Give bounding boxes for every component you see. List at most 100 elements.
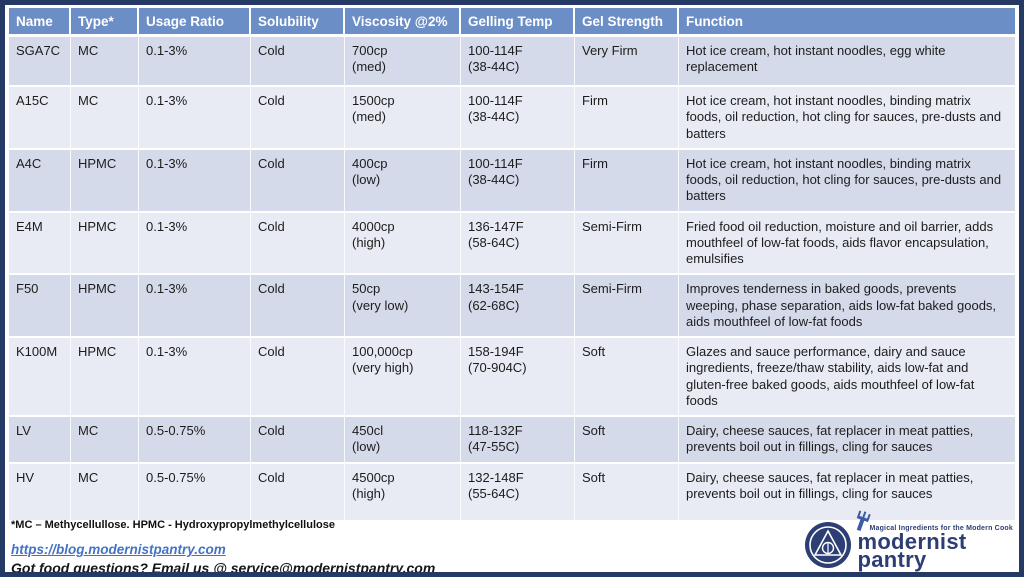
logo-name-line1: modernist [857,529,967,554]
cell-name: A15C [9,87,71,150]
cell-name: SGA7C [9,37,71,87]
column-header-gelling-temp: Gelling Temp [461,8,575,37]
cell-function: Fried food oil reduction, moisture and o… [679,212,1015,276]
modernist-pantry-logo: Magical Ingredients for the Modern Cook … [804,510,1013,572]
cell-name: K100M [9,338,71,417]
logo-emblem-icon [805,522,852,568]
cell-type: MC [71,87,139,150]
cell-usage-ratio: 0.1-3% [139,87,251,150]
cell-solubility: Cold [251,338,345,417]
cell-gel-strength: Firm [575,87,679,150]
gelling-temp-c: (47-55C) [468,439,520,455]
cell-usage-ratio: 0.1-3% [139,338,251,417]
cell-viscosity: 700cp (med) [345,37,461,87]
cell-viscosity: 4500cp (high) [345,463,461,520]
cell-gelling-temp: 100-114F (38-44C) [461,149,575,213]
fork-icon [857,510,872,532]
table-header-row: Name Type* Usage Ratio Solubility Viscos… [9,8,1015,37]
gelling-temp-f: 100-114F [468,43,523,58]
cell-gelling-temp: 100-114F (38-44C) [461,37,575,87]
table-row: A4C HPMC 0.1-3% Cold 400cp (low) 100-114F… [9,149,1015,213]
cell-usage-ratio: 0.1-3% [139,37,251,87]
viscosity-level: (med) [352,109,386,125]
gelling-temp-c: (38-44C) [468,172,520,187]
column-header-usage-ratio: Usage Ratio [139,8,251,37]
cell-type: HPMC [71,149,139,213]
viscosity-value: 50cp [352,281,381,297]
cell-name: HV [9,463,71,520]
gelling-temp-f: 100-114F [468,155,523,171]
cell-solubility: Cold [251,149,345,213]
cell-name: LV [9,417,71,464]
cell-viscosity: 50cp (very low) [345,275,461,338]
viscosity-level: (low) [352,439,381,455]
viscosity-value: 4000cp [352,218,395,234]
cell-gelling-temp: 118-132F (47-55C) [461,417,575,464]
cell-viscosity: 4000cp (high) [345,212,461,276]
column-header-solubility: Solubility [251,8,345,37]
cell-gelling-temp: 132-148F (55-64C) [461,463,575,520]
column-header-viscosity: Viscosity @2% [345,8,461,37]
viscosity-level: (very low) [352,297,409,313]
table-row: HV MC 0.5-0.75% Cold 4500cp (high) 132-14… [9,463,1015,520]
table-row: F50 HPMC 0.1-3% Cold 50cp (very low) 143-… [9,275,1015,338]
gelling-temp-f: 136-147F [468,218,524,234]
gelling-temp-c: (38-44C) [468,59,520,75]
type-footnote: *MC – Methycellullose. HPMC - Hydroxypro… [11,519,335,531]
cell-gel-strength: Firm [575,149,679,213]
column-header-function: Function [679,8,1015,37]
viscosity-value: 4500cp [352,469,395,485]
cell-function: Improves tenderness in baked goods, prev… [679,275,1015,338]
cell-function: Glazes and sauce performance, dairy and … [679,338,1015,417]
cell-type: HPMC [71,275,139,338]
cell-viscosity: 1500cp (med) [345,87,461,150]
cell-name: A4C [9,149,71,213]
cell-name: E4M [9,212,71,276]
logo-tagline: Magical Ingredients for the Modern Cook [869,525,1013,532]
cell-type: MC [71,463,139,520]
cell-gelling-temp: 143-154F (62-68C) [461,275,575,338]
blog-link[interactable]: https://blog.modernistpantry.com [11,542,226,557]
cell-solubility: Cold [251,417,345,464]
table-row: SGA7C MC 0.1-3% Cold 700cp (med) 100-114F… [9,37,1015,87]
cell-function: Hot ice cream, hot instant noodles, egg … [679,37,1015,87]
cell-solubility: Cold [251,87,345,150]
cell-gel-strength: Semi-Firm [575,212,679,276]
logo-name-line2: pantry [857,547,927,572]
cell-gelling-temp: 158-194F (70-904C) [461,338,575,417]
cell-gelling-temp: 100-114F (38-44C) [461,87,575,150]
cell-type: MC [71,37,139,87]
cell-usage-ratio: 0.5-0.75% [139,463,251,520]
cell-function: Hot ice cream, hot instant noodles, bind… [679,87,1015,150]
viscosity-level: (high) [352,485,386,501]
viscosity-level: (high) [352,234,386,250]
viscosity-value: 700cp [352,43,388,58]
cell-function: Dairy, cheese sauces, fat replacer in me… [679,417,1015,464]
cell-function: Hot ice cream, hot instant noodles, bind… [679,149,1015,213]
viscosity-value: 450cl [352,423,384,438]
gelling-temp-f: 132-148F [468,469,524,485]
cell-name: F50 [9,275,71,338]
gelling-temp-f: 158-194F [468,344,524,359]
contact-line: Got food questions? Email us @ service@m… [11,560,436,576]
gelling-temp-c: (38-44C) [468,109,520,125]
cell-type: MC [71,417,139,464]
viscosity-value: 400cp [352,155,388,171]
cell-solubility: Cold [251,37,345,87]
cell-gel-strength: Soft [575,463,679,520]
cell-gelling-temp: 136-147F (58-64C) [461,212,575,276]
viscosity-level: (med) [352,59,386,75]
table-row: K100M HPMC 0.1-3% Cold 100,000cp (very hi… [9,338,1015,417]
cell-usage-ratio: 0.1-3% [139,275,251,338]
column-header-type: Type* [71,8,139,37]
column-header-name: Name [9,8,71,37]
cell-viscosity: 450cl (low) [345,417,461,464]
cell-solubility: Cold [251,275,345,338]
gelling-temp-f: 118-132F [468,423,523,438]
cell-type: HPMC [71,338,139,417]
cell-solubility: Cold [251,212,345,276]
table-row: LV MC 0.5-0.75% Cold 450cl (low) 118-132F… [9,417,1015,464]
gelling-temp-c: (58-64C) [468,234,520,250]
cell-function: Dairy, cheese sauces, fat replacer in me… [679,463,1015,520]
